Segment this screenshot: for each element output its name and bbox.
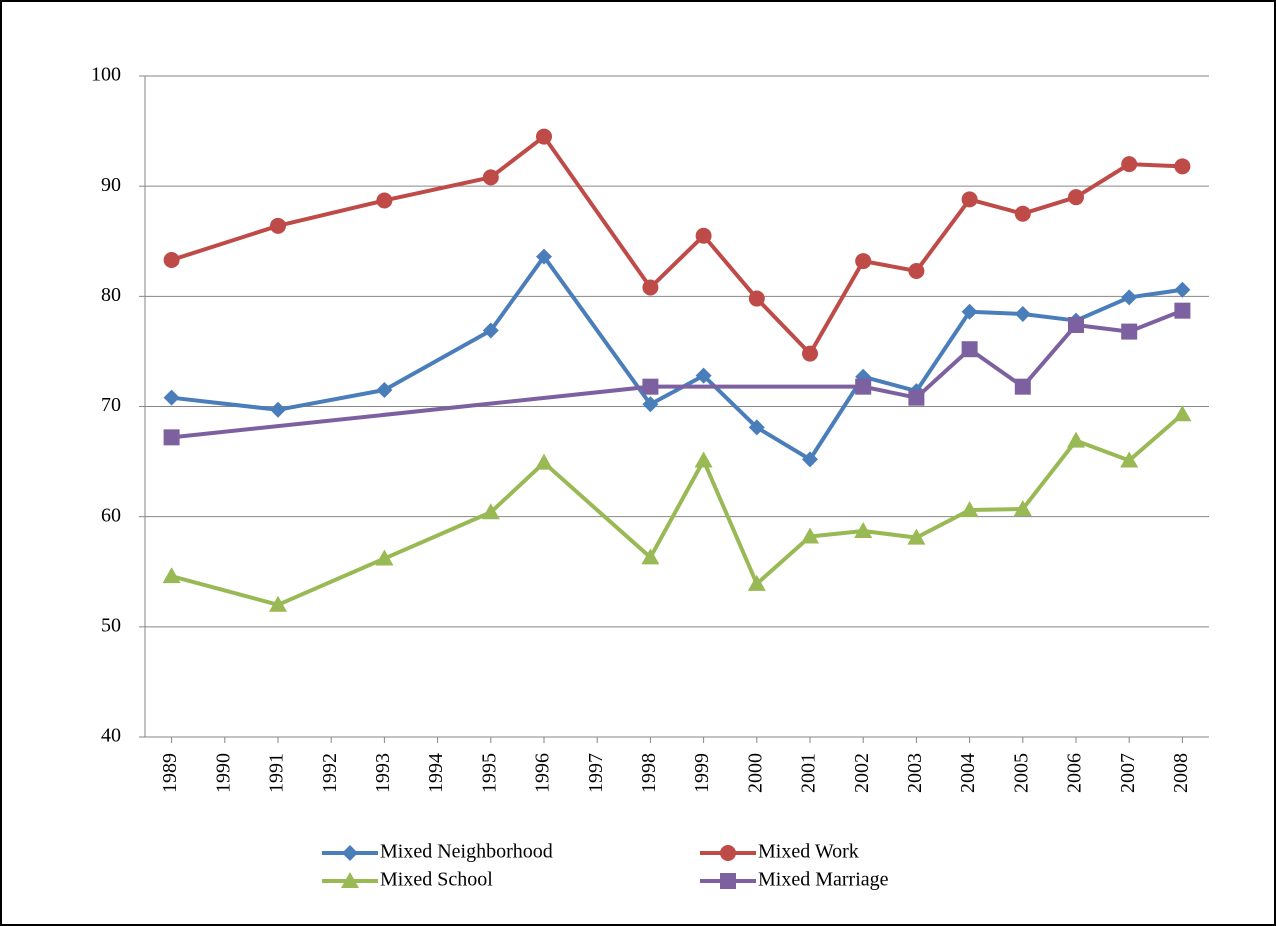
marker	[1014, 205, 1031, 222]
marker	[270, 401, 286, 418]
marker	[961, 341, 978, 358]
marker	[747, 574, 766, 591]
marker	[961, 191, 978, 208]
marker	[907, 528, 926, 545]
marker	[855, 253, 872, 270]
marker	[642, 378, 659, 395]
y-tick-label: 90	[101, 174, 121, 196]
x-tick-label: 1998	[638, 753, 660, 793]
marker	[163, 429, 180, 446]
x-tick-label: 2004	[957, 753, 979, 793]
marker	[1014, 378, 1031, 395]
marker	[802, 345, 818, 362]
series-line	[170, 134, 1183, 356]
x-tick-label: 2000	[744, 753, 766, 793]
marker	[720, 873, 736, 889]
marker	[536, 128, 552, 145]
marker	[1121, 323, 1138, 340]
marker	[641, 548, 660, 565]
series-line	[171, 412, 1184, 607]
marker	[1174, 281, 1191, 298]
x-tick-label: 1999	[691, 753, 713, 793]
series-line	[171, 254, 1183, 462]
marker	[1067, 431, 1085, 448]
marker	[694, 451, 713, 468]
x-tick-label: 1992	[319, 753, 341, 793]
marker	[270, 217, 286, 234]
x-tick-label: 1990	[212, 753, 234, 793]
x-tick-label: 1997	[585, 753, 607, 793]
y-tick-label: 70	[101, 394, 121, 416]
marker	[481, 503, 500, 520]
y-tick-label: 60	[101, 504, 121, 526]
marker	[854, 521, 873, 538]
legend-label: Mixed Marriage	[758, 869, 889, 891]
marker	[1013, 499, 1032, 516]
marker	[1174, 158, 1191, 175]
marker	[1068, 189, 1084, 206]
marker	[1121, 289, 1138, 306]
x-tick-label: 1989	[159, 753, 181, 793]
y-tick-label: 40	[101, 725, 121, 747]
marker	[720, 845, 736, 861]
x-tick-label: 1995	[478, 753, 500, 793]
marker	[482, 322, 499, 339]
marker	[1014, 305, 1031, 322]
marker	[642, 279, 659, 296]
marker	[1173, 405, 1192, 422]
x-tick-label: 1994	[425, 753, 447, 793]
marker	[1120, 451, 1139, 468]
x-tick-label: 2008	[1170, 753, 1192, 793]
marker	[642, 396, 659, 413]
marker	[375, 549, 394, 566]
marker	[535, 453, 553, 470]
x-tick-label: 2001	[798, 753, 820, 793]
x-tick-label: 2002	[851, 753, 873, 793]
marker	[341, 872, 359, 888]
marker	[908, 262, 925, 279]
marker	[536, 248, 552, 265]
marker	[1174, 302, 1191, 319]
marker	[1121, 156, 1138, 173]
x-tick-label: 2006	[1064, 753, 1086, 793]
marker	[960, 501, 979, 518]
marker	[695, 367, 712, 384]
marker	[748, 419, 765, 436]
x-tick-label: 1996	[532, 753, 554, 793]
marker	[163, 389, 180, 406]
marker	[801, 527, 819, 544]
marker	[695, 227, 712, 244]
marker	[482, 169, 499, 186]
y-tick-label: 50	[101, 614, 121, 636]
marker	[163, 251, 180, 268]
x-tick-label: 2003	[904, 753, 926, 793]
x-tick-label: 1991	[266, 753, 288, 793]
marker	[269, 595, 287, 612]
legend-label: Mixed School	[380, 869, 493, 891]
marker	[376, 381, 393, 398]
marker	[908, 389, 925, 406]
marker	[961, 303, 978, 320]
marker	[802, 451, 818, 468]
marker	[1068, 316, 1084, 333]
marker	[376, 192, 393, 209]
y-tick-label: 100	[91, 64, 121, 86]
legend-label: Mixed Work	[758, 841, 859, 863]
legend-label: Mixed Neighborhood	[380, 841, 553, 863]
marker	[855, 378, 872, 395]
marker	[342, 845, 358, 861]
x-tick-label: 2005	[1010, 753, 1032, 793]
marker	[162, 567, 181, 584]
y-tick-label: 80	[101, 284, 121, 306]
marker	[748, 290, 765, 307]
x-tick-label: 2007	[1117, 753, 1139, 793]
x-tick-label: 1993	[372, 753, 394, 793]
